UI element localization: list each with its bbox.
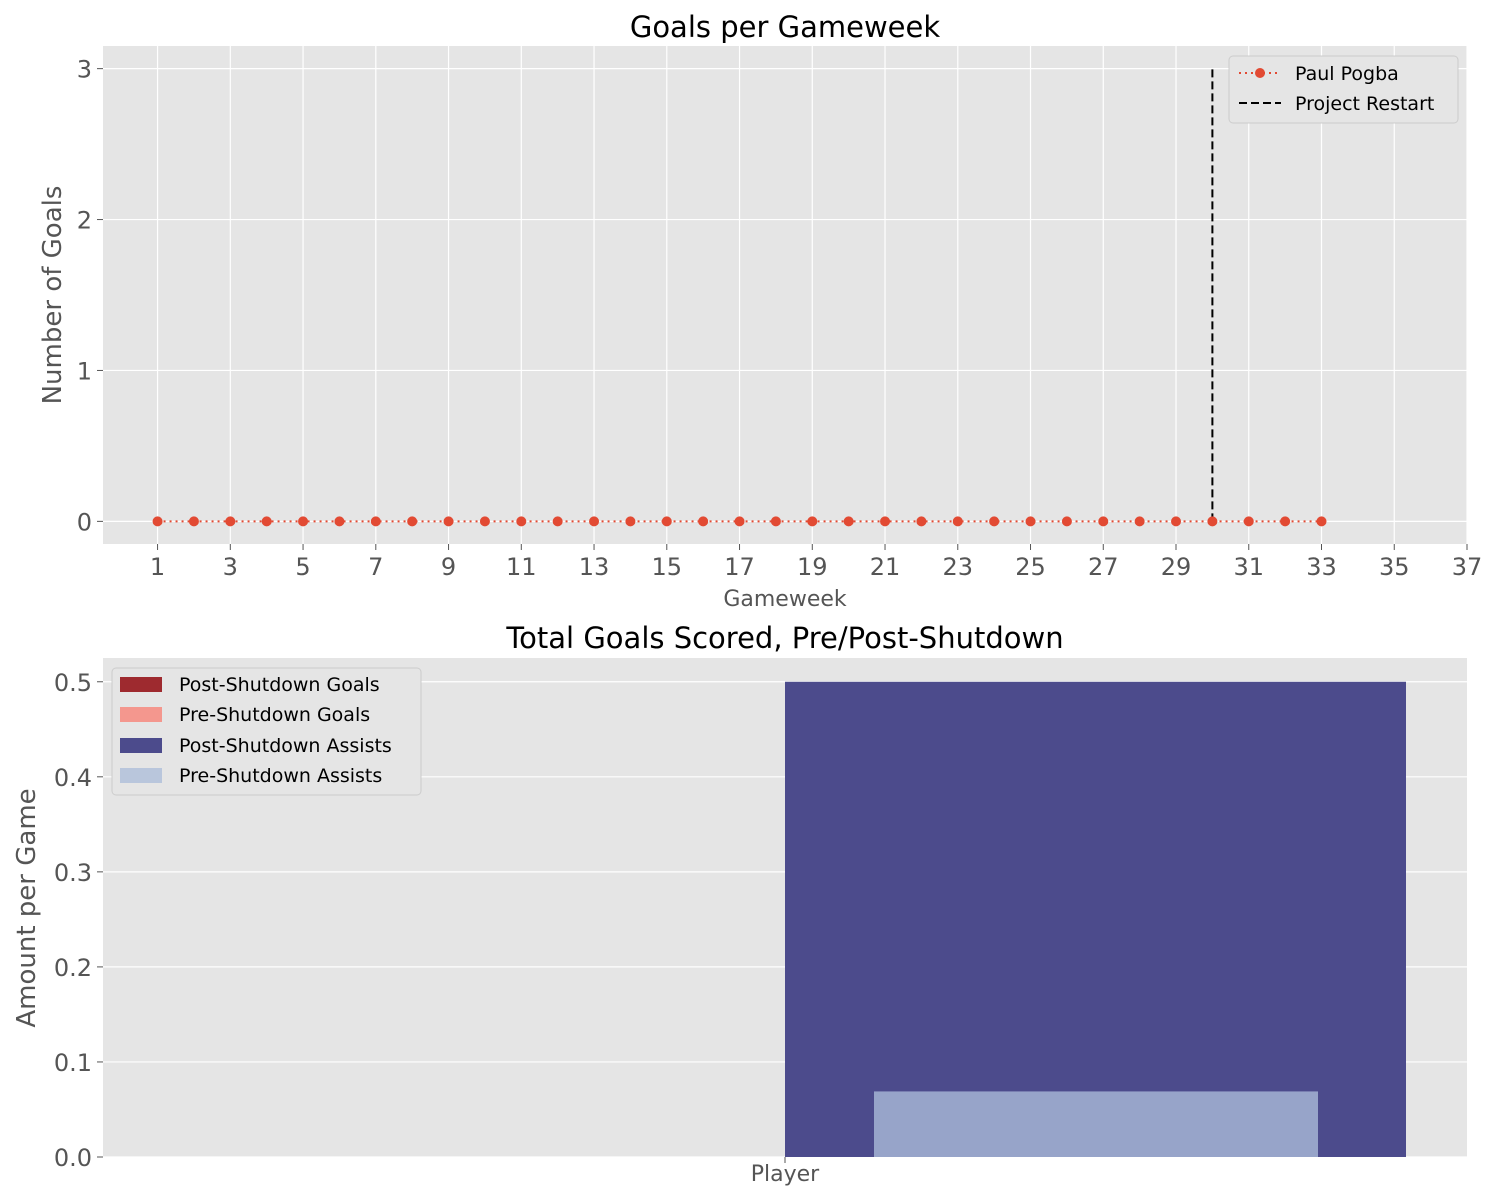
pogba-data-point bbox=[589, 516, 600, 527]
goals-x-tick-label: 5 bbox=[295, 553, 310, 581]
shutdown-y-tick-label: 0.3 bbox=[54, 859, 92, 887]
shutdown-chart-title: Total Goals Scored, Pre/Post-Shutdown bbox=[505, 621, 1063, 655]
goals-x-tick-label: 1 bbox=[150, 553, 165, 581]
goals-x-tick-label: 19 bbox=[797, 553, 828, 581]
goals-x-tick-label: 21 bbox=[870, 553, 901, 581]
pogba-data-point bbox=[188, 516, 199, 527]
goals-x-tick-label: 35 bbox=[1379, 553, 1410, 581]
pogba-data-point bbox=[225, 516, 236, 527]
pogba-data-point bbox=[880, 516, 891, 527]
pogba-data-point bbox=[1098, 516, 1109, 527]
goals-x-ticks: 1 3 5 7 9 11 13 15 17 19 21 23 25 27 29 31 33 35 37 bbox=[150, 544, 1482, 581]
legend-pre-goals-swatch bbox=[120, 707, 162, 722]
goals-x-tick-label: 23 bbox=[942, 553, 973, 581]
goals-x-tick-label: 15 bbox=[652, 553, 683, 581]
goals-x-tick-label: 17 bbox=[724, 553, 755, 581]
pogba-data-point bbox=[407, 516, 418, 527]
shutdown-legend-box bbox=[111, 667, 422, 796]
goals-y-tick-label: 2 bbox=[77, 207, 92, 235]
goals-chart: Goals per Gameweek 1 3 5 7 9 11 13 15 17 19 21 23 25… bbox=[38, 10, 1482, 612]
pogba-data-point bbox=[989, 516, 1000, 527]
pogba-data-point bbox=[1316, 516, 1327, 527]
shutdown-y-tick-label: 0.4 bbox=[54, 764, 92, 792]
goals-x-tick-label: 31 bbox=[1233, 553, 1264, 581]
pogba-data-point bbox=[625, 516, 636, 527]
goals-gridlines bbox=[103, 46, 1468, 544]
pre-shutdown-assists-bar bbox=[874, 1091, 1318, 1157]
pogba-data-point bbox=[552, 516, 563, 527]
shutdown-y-tick-label: 0.1 bbox=[54, 1049, 92, 1077]
legend-restart-label: Project Restart bbox=[1295, 93, 1434, 115]
pogba-data-point bbox=[1025, 516, 1036, 527]
pogba-data-point bbox=[516, 516, 527, 527]
goals-y-tick-label: 1 bbox=[77, 357, 92, 385]
goals-chart-title: Goals per Gameweek bbox=[630, 10, 940, 44]
pogba-data-point bbox=[843, 516, 854, 527]
goals-x-tick-label: 13 bbox=[579, 553, 610, 581]
legend-pre-goals-label: Pre-Shutdown Goals bbox=[179, 704, 370, 726]
shutdown-legend: Post-Shutdown Goals Pre-Shutdown Goals P… bbox=[111, 667, 422, 796]
pogba-data-point bbox=[443, 516, 454, 527]
goals-x-axis-label: Gameweek bbox=[723, 587, 847, 612]
pogba-data-point bbox=[479, 516, 490, 527]
pogba-data-point bbox=[1243, 516, 1254, 527]
pogba-data-point bbox=[1134, 516, 1145, 527]
legend-post-assists-swatch bbox=[120, 738, 162, 753]
legend-pogba-marker bbox=[1255, 68, 1265, 78]
pogba-data-point bbox=[807, 516, 818, 527]
goals-x-tick-label: 37 bbox=[1452, 553, 1483, 581]
pogba-data-point bbox=[334, 516, 345, 527]
goals-x-tick-label: 11 bbox=[506, 553, 537, 581]
goals-x-tick-label: 9 bbox=[441, 553, 456, 581]
goals-x-tick-label: 7 bbox=[368, 553, 383, 581]
legend-post-goals-label: Post-Shutdown Goals bbox=[179, 674, 380, 696]
shutdown-y-ticks: 0.0 0.1 0.2 0.3 0.4 0.5 bbox=[54, 669, 786, 1172]
shutdown-y-tick-label: 0.5 bbox=[54, 669, 92, 697]
pogba-data-point bbox=[1171, 516, 1182, 527]
pogba-data-point bbox=[661, 516, 672, 527]
goals-y-ticks: 0 1 2 3 bbox=[77, 56, 103, 536]
shutdown-y-tick-label: 0.2 bbox=[54, 954, 92, 982]
goals-x-tick-label: 27 bbox=[1088, 553, 1119, 581]
goals-x-tick-label: 25 bbox=[1015, 553, 1046, 581]
pogba-data-point bbox=[698, 516, 709, 527]
shutdown-x-axis-label: Player bbox=[751, 1162, 820, 1187]
shutdown-chart: Total Goals Scored, Pre/Post-Shutdown 0.… bbox=[12, 621, 1467, 1187]
pogba-data-point bbox=[1207, 516, 1218, 527]
goals-x-tick-label: 29 bbox=[1161, 553, 1192, 581]
pogba-data-point bbox=[261, 516, 272, 527]
pogba-data-point bbox=[370, 516, 381, 527]
legend-pre-assists-swatch bbox=[120, 768, 162, 783]
goals-y-tick-label: 3 bbox=[77, 56, 92, 84]
pogba-data-point bbox=[734, 516, 745, 527]
goals-x-tick-label: 3 bbox=[223, 553, 238, 581]
shutdown-bars bbox=[785, 681, 1406, 1157]
legend-pogba-label: Paul Pogba bbox=[1295, 63, 1399, 85]
pogba-data-point bbox=[770, 516, 781, 527]
post-shutdown-assists-bar bbox=[785, 681, 1406, 1157]
legend-post-goals-swatch bbox=[120, 677, 162, 692]
shutdown-y-axis-label: Amount per Game bbox=[12, 788, 42, 1027]
goals-marks bbox=[152, 68, 1327, 527]
pogba-data-point bbox=[298, 516, 309, 527]
pogba-data-point bbox=[952, 516, 963, 527]
goals-plot-area bbox=[103, 46, 1467, 544]
goals-x-tick-label: 33 bbox=[1306, 553, 1337, 581]
pogba-data-point bbox=[916, 516, 927, 527]
goals-legend-box bbox=[1228, 55, 1459, 124]
shutdown-y-tick-label: 0.0 bbox=[54, 1144, 92, 1172]
goals-legend: Paul Pogba Project Restart bbox=[1228, 55, 1459, 124]
pogba-data-point bbox=[1280, 516, 1291, 527]
pogba-data-point bbox=[152, 516, 163, 527]
pogba-data-point bbox=[1061, 516, 1072, 527]
goals-y-tick-label: 0 bbox=[77, 508, 92, 536]
legend-post-assists-label: Post-Shutdown Assists bbox=[179, 735, 392, 757]
legend-pre-assists-label: Pre-Shutdown Assists bbox=[179, 765, 382, 787]
goals-y-axis-label: Number of Goals bbox=[38, 186, 68, 405]
